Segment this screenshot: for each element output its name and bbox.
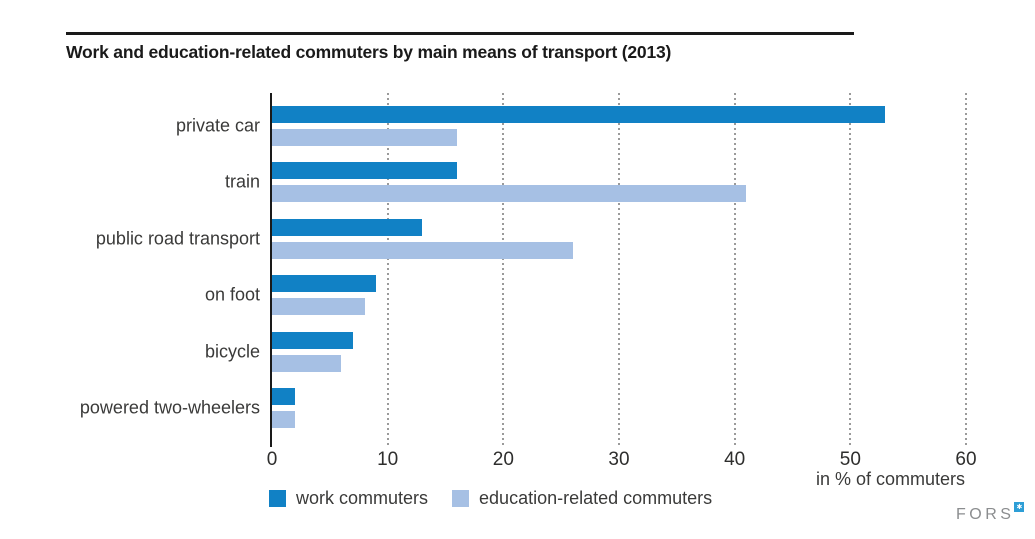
bar-work-commuters-powered-two-wheelers (272, 388, 295, 405)
bar-work-commuters-private-car (272, 106, 885, 123)
gridline-30 (618, 93, 620, 447)
y-axis-line (270, 93, 272, 447)
bar-education-related-commuters-public-road-transport (272, 242, 573, 259)
fors-logo-text: FORS (956, 506, 1015, 523)
category-label-bicycle: bicycle (204, 341, 260, 362)
x-tick-label-30: 30 (608, 449, 630, 470)
x-tick-label-50: 50 (839, 449, 861, 470)
gridline-40 (733, 93, 736, 447)
gridline-50 (849, 93, 852, 447)
legend-swatch-education-commuters (452, 490, 470, 507)
title-rule (66, 32, 854, 35)
bar-work-commuters-train (272, 162, 457, 179)
category-label-powered-two-wheelers: powered two-wheelers (79, 397, 260, 418)
chart-title: Work and education-related commuters by … (66, 42, 672, 62)
legend: work commuters education-related commute… (269, 488, 712, 509)
x-axis-unit-label: in % of commuters (815, 469, 965, 489)
bar-education-related-commuters-private-car (272, 129, 457, 146)
gridline-20 (502, 93, 505, 447)
bar-education-related-commuters-train (272, 185, 746, 202)
legend-swatch-work-commuters (269, 490, 286, 507)
bar-work-commuters-public-road-transport (272, 219, 422, 236)
legend-item-work: work commuters (269, 488, 428, 509)
bar-work-commuters-on-foot (272, 275, 376, 292)
gridline-10 (386, 93, 389, 447)
legend-label-education-commuters: education-related commuters (479, 488, 713, 508)
x-tick-label-0: 0 (266, 449, 278, 470)
gridline-60 (965, 93, 967, 447)
bar-work-commuters-bicycle (272, 332, 353, 349)
category-label-on-foot: on foot (204, 284, 260, 305)
bar-education-related-commuters-bicycle (272, 355, 341, 372)
fors-logo-mark-icon: ✱ (1014, 502, 1025, 512)
x-tick-label-60: 60 (955, 449, 977, 470)
legend-item-education: education-related commuters (452, 488, 712, 509)
category-label-private-car: private car (175, 115, 260, 136)
bar-education-related-commuters-on-foot (272, 298, 365, 315)
category-label-train: train (224, 171, 260, 192)
legend-label-work-commuters: work commuters (296, 488, 429, 508)
fors-logo: FORS ✱ (956, 502, 1025, 524)
x-tick-label-20: 20 (492, 449, 514, 470)
bar-education-related-commuters-powered-two-wheelers (272, 411, 295, 428)
x-tick-label-10: 10 (377, 449, 399, 470)
category-label-public-road-transport: public road transport (95, 228, 260, 249)
x-tick-label-40: 40 (724, 449, 746, 470)
